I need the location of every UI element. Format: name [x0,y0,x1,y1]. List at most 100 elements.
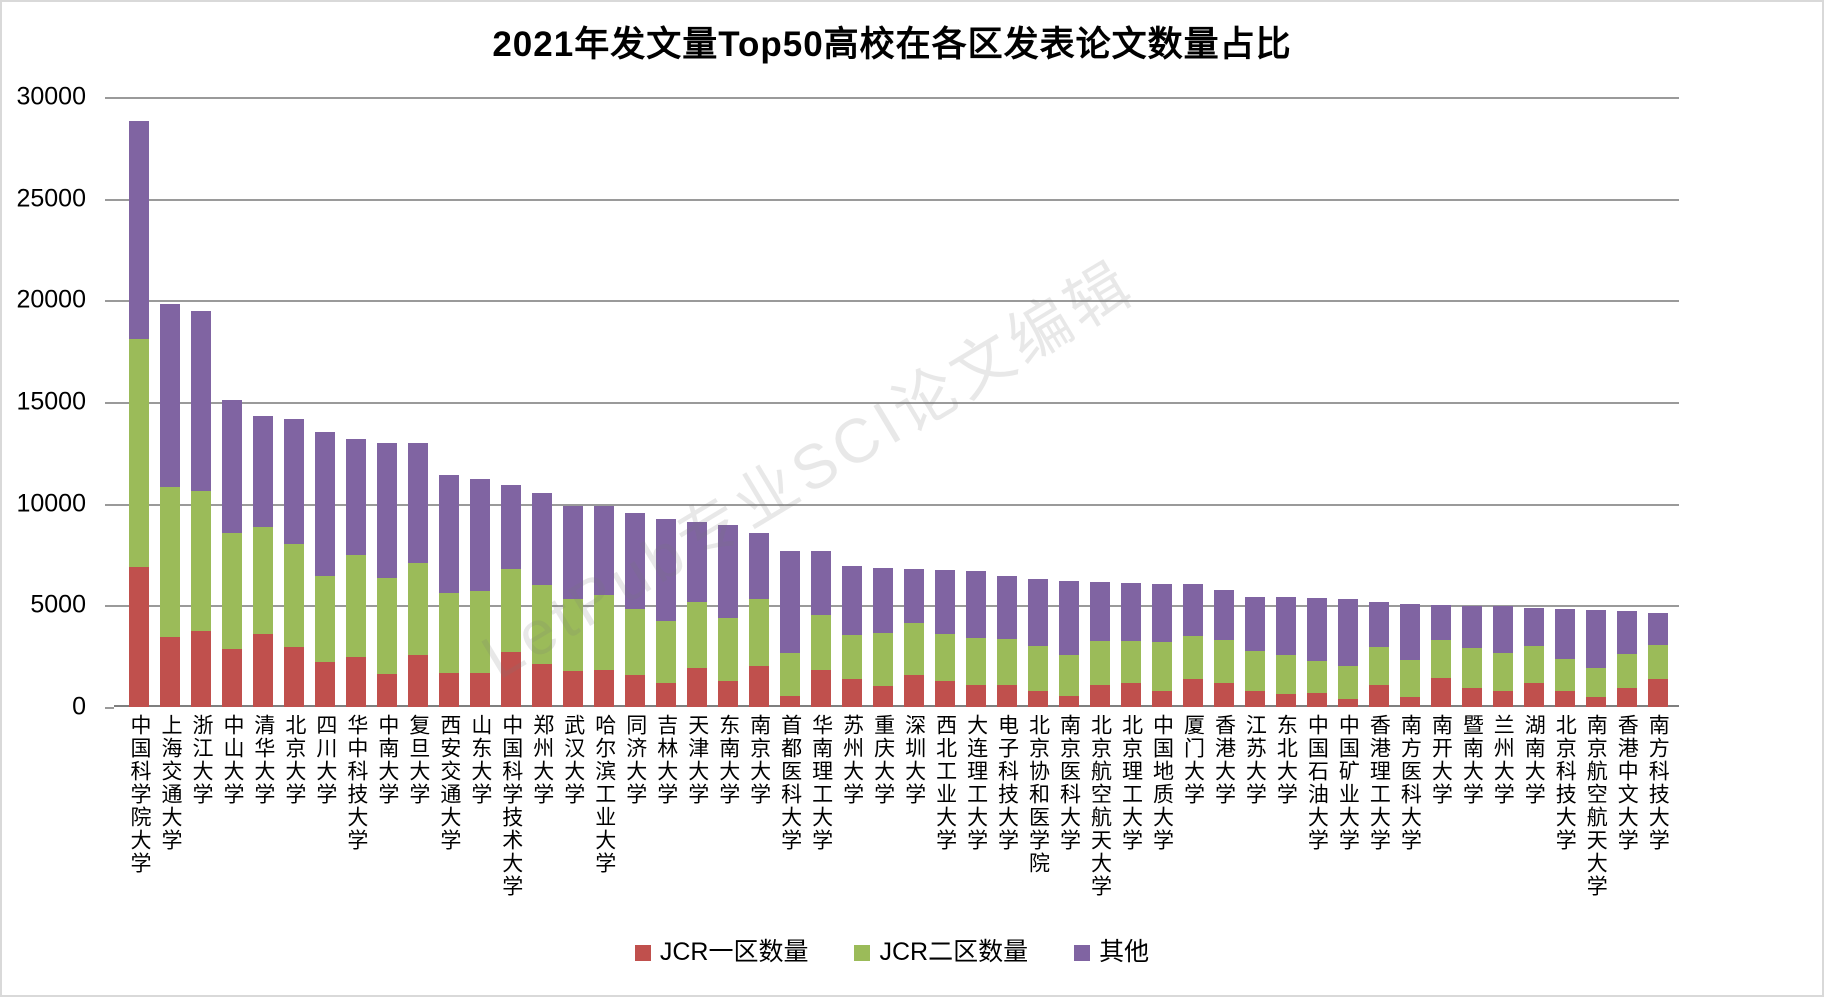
bar-segment-JCR二区数量 [656,621,677,684]
bar-segment-JCR一区数量 [1368,685,1389,707]
legend-label-other: 其他 [1099,938,1150,966]
bar-segment-其他 [1616,611,1637,655]
bar-segment-JCR二区数量 [1647,645,1668,680]
x-axis-category-label: 南方科技大学 [1646,714,1670,852]
stacked-bar [1492,606,1513,707]
bar-segment-其他 [222,400,243,533]
bar-column: 复旦大学 [403,97,434,806]
bar-stack [1461,97,1482,707]
gridline [114,300,1679,303]
bar-segment-JCR二区数量 [718,617,739,682]
bar-segment-其他 [1059,580,1080,655]
bar-stack [408,97,429,707]
bar-segment-JCR二区数量 [842,635,863,679]
bar-stack [532,97,553,707]
bar-segment-其他 [346,438,367,556]
bar-segment-其他 [1090,581,1110,642]
x-axis-category-label: 兰州大学 [1491,714,1515,806]
bar-column: 中国科学院大学 [124,97,155,875]
stacked-bar [1151,583,1172,707]
bar-column: 中山大学 [217,97,248,806]
x-axis-category-label: 暨南大学 [1460,714,1484,806]
bar-column: 南方科技大学 [1642,97,1673,852]
bar-segment-JCR一区数量 [1554,691,1575,707]
bar-segment-JCR二区数量 [1182,636,1203,679]
x-axis-category-label: 武汉大学 [561,714,585,806]
bar-stack [160,97,181,707]
bar-segment-JCR一区数量 [1399,697,1420,707]
bar-segment-其他 [160,304,181,488]
x-axis-category-label: 同济大学 [623,714,647,806]
x-axis-category-label: 中国石油大学 [1305,714,1329,852]
stacked-bar [439,475,460,707]
gridline [114,402,1679,404]
bar-segment-JCR一区数量 [408,655,429,707]
bar-segment-其他 [532,492,553,586]
bar-segment-其他 [1647,613,1668,646]
x-axis-category-label: 南方医科大学 [1398,714,1422,852]
bar-stack [997,97,1018,707]
x-axis-category-label: 南京医科大学 [1057,714,1081,852]
x-axis-category-label: 北京协和医学院 [1026,714,1050,875]
x-axis-category-label: 北京大学 [282,714,306,806]
x-axis-category-label: 复旦大学 [406,714,430,806]
bar-segment-其他 [1585,610,1606,668]
bar-column: 江苏大学 [1239,97,1270,806]
stacked-bar [594,505,615,707]
bar-segment-JCR一区数量 [1306,692,1327,707]
bar-stack [687,97,708,707]
bar-column: 郑州大学 [527,97,558,806]
x-axis-line [114,705,1679,707]
bar-stack [1523,97,1544,707]
gridline [114,605,1679,608]
bar-segment-JCR一区数量 [1182,678,1203,707]
legend-label-jcr2: JCR二区数量 [879,938,1029,966]
bar-stack [625,97,646,707]
bar-segment-JCR一区数量 [625,674,646,707]
bar-segment-JCR一区数量 [1090,684,1110,707]
y-axis-tick [105,402,114,404]
bar-segment-其他 [1461,606,1482,648]
bar-segment-JCR一区数量 [501,652,522,707]
bar-segment-其他 [1306,598,1327,662]
bar-segment-JCR二区数量 [1120,641,1141,684]
x-axis-category-label: 西安交通大学 [437,714,461,852]
chart-title: 2021年发文量Top50高校在各区发表论文数量占比 [492,25,1292,64]
y-axis-tick-label: 30000 [16,82,86,111]
bar-segment-JCR一区数量 [749,666,770,707]
bar-column: 中国石油大学 [1301,97,1332,852]
bar-stack [842,97,863,707]
bar-segment-JCR一区数量 [377,674,398,707]
legend-swatch-jcr2-icon [854,944,871,961]
x-axis-category-label: 西北工业大学 [933,714,957,852]
bar-column: 华南理工大学 [806,97,837,852]
bar-segment-其他 [842,566,863,636]
x-axis-category-label: 清华大学 [251,714,275,806]
bar-segment-JCR一区数量 [439,672,460,707]
stacked-bar [1616,611,1637,707]
stacked-bar [1028,578,1049,707]
gridline [114,198,1679,201]
stacked-bar [1523,607,1544,707]
bar-column: 清华大学 [248,97,279,806]
bar-stack [1337,97,1358,707]
x-axis-category-label: 南京航空航天大学 [1584,714,1608,898]
x-axis-category-label: 华南理工大学 [809,714,833,852]
bar-column: 苏州大学 [837,97,868,806]
bar-segment-JCR二区数量 [1306,661,1327,693]
bar-column: 大连理工大学 [961,97,992,852]
bar-segment-JCR二区数量 [1275,655,1296,694]
bar-segment-JCR二区数量 [873,633,894,687]
bar-column: 南京航空航天大学 [1580,97,1611,898]
bar-column: 东北大学 [1270,97,1301,806]
bar-segment-JCR二区数量 [1430,639,1451,678]
bar-column: 东南大学 [713,97,744,806]
bar-segment-其他 [1244,597,1265,652]
bar-segment-JCR二区数量 [160,487,181,638]
bar-segment-JCR二区数量 [253,526,274,634]
bar-segment-其他 [625,512,646,609]
bar-segment-其他 [1399,603,1420,660]
stacked-bar [1585,610,1606,707]
bar-segment-JCR一区数量 [532,663,553,707]
bar-segment-其他 [439,475,460,593]
